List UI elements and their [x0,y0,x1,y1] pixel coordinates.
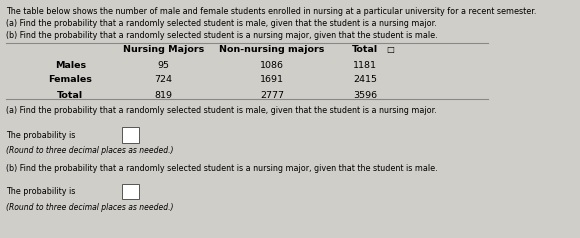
Text: (a) Find the probability that a randomly selected student is male, given that th: (a) Find the probability that a randomly… [6,106,437,115]
Text: (a) Find the probability that a randomly selected student is male, given that th: (a) Find the probability that a randomly… [6,19,437,28]
Text: (b) Find the probability that a randomly selected student is a nursing major, gi: (b) Find the probability that a randomly… [6,31,438,40]
Text: 1691: 1691 [260,75,284,84]
Text: 724: 724 [155,75,173,84]
Text: (b) Find the probability that a randomly selected student is a nursing major, gi: (b) Find the probability that a randomly… [6,164,438,173]
Text: (Round to three decimal places as needed.): (Round to three decimal places as needed… [6,146,174,155]
Text: The probability is: The probability is [6,131,75,140]
Text: (Round to three decimal places as needed.): (Round to three decimal places as needed… [6,203,174,212]
Text: □: □ [386,45,394,54]
Text: 819: 819 [155,91,173,100]
Text: Total: Total [352,45,378,54]
Text: The probability is: The probability is [6,187,75,196]
Text: 1181: 1181 [353,61,378,70]
FancyBboxPatch shape [122,127,139,143]
Text: Total: Total [57,91,84,100]
Text: Males: Males [55,61,86,70]
FancyBboxPatch shape [122,184,139,199]
Text: 95: 95 [158,61,170,70]
Text: Nursing Majors: Nursing Majors [123,45,204,54]
Text: Non-nursing majors: Non-nursing majors [219,45,325,54]
Text: Females: Females [48,75,92,84]
Text: 3596: 3596 [353,91,378,100]
Text: 2415: 2415 [353,75,378,84]
Text: 1086: 1086 [260,61,284,70]
Text: 2777: 2777 [260,91,284,100]
Text: The table below shows the number of male and female students enrolled in nursing: The table below shows the number of male… [6,7,536,16]
